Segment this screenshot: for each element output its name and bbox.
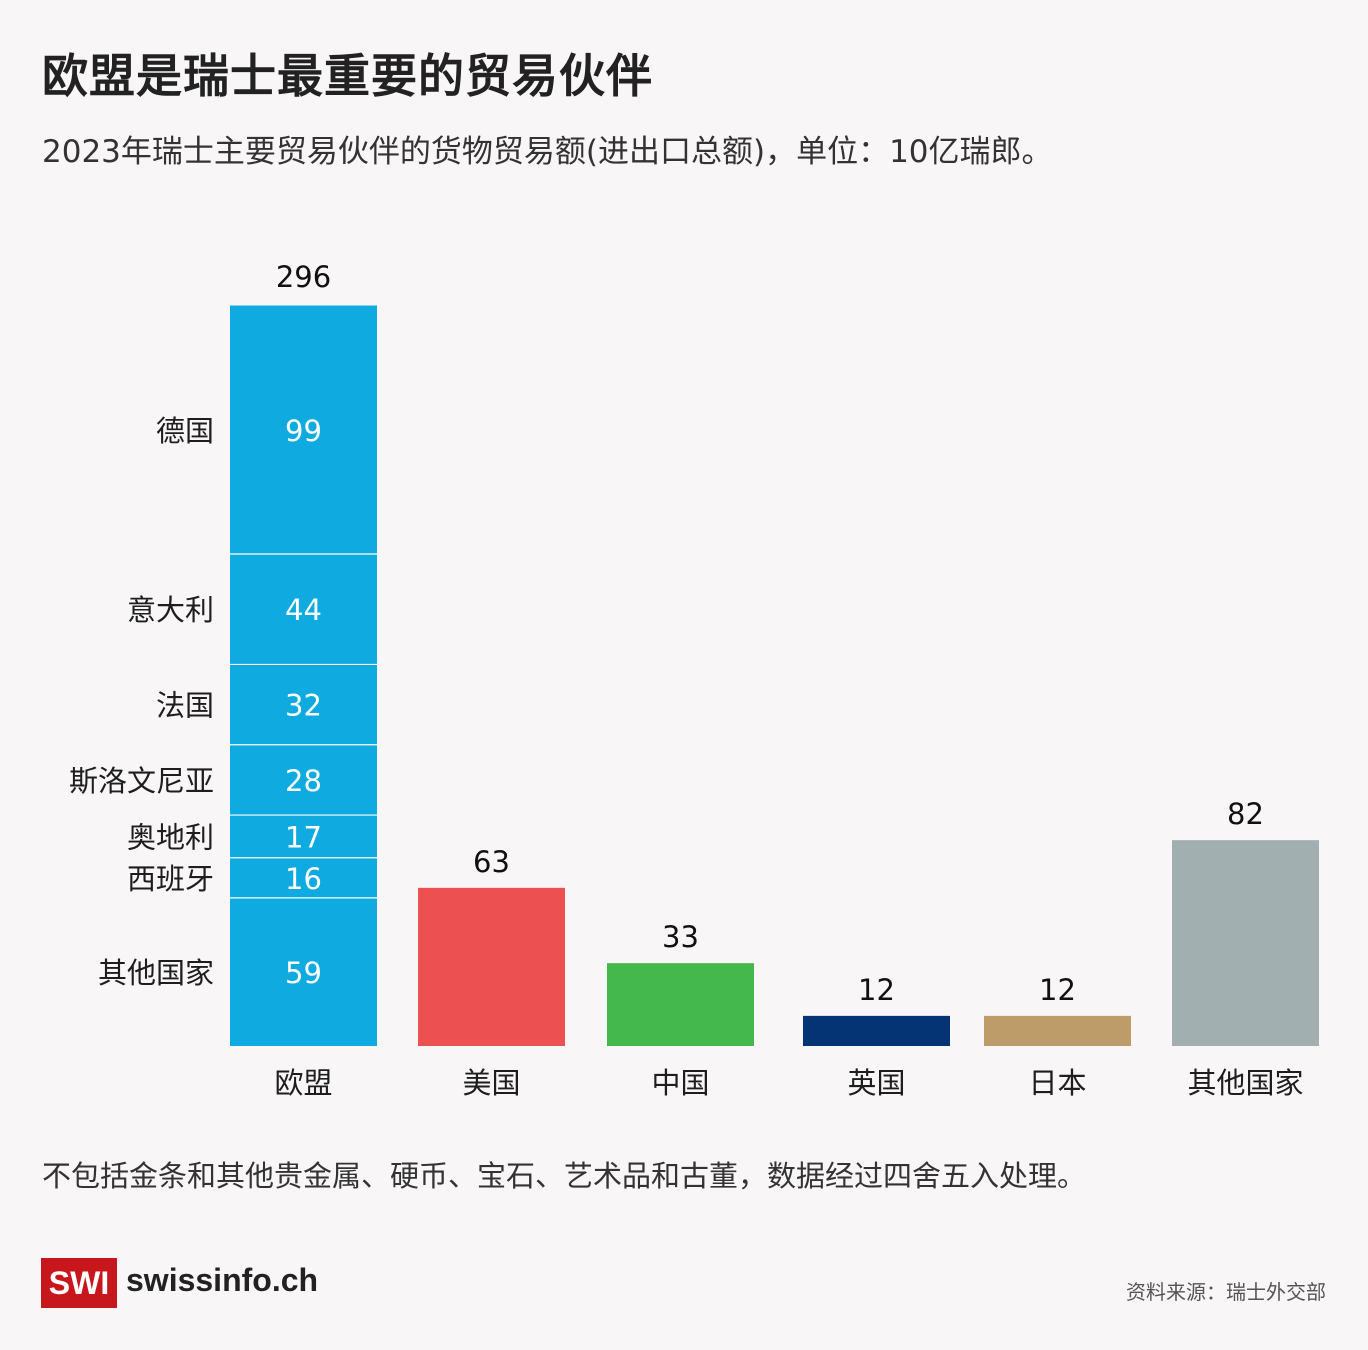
segment-country-label: 其他国家 <box>98 956 214 990</box>
segment-value-label: 16 <box>285 862 322 896</box>
bar <box>803 1015 950 1046</box>
bar-value-label: 12 <box>1039 973 1076 1007</box>
bar-value-label: 82 <box>1227 797 1264 831</box>
bar <box>607 963 754 1046</box>
bar-segment <box>230 897 377 1046</box>
segment-value-label: 99 <box>285 414 322 448</box>
segment-value-label: 17 <box>285 820 322 854</box>
x-tick-label: 其他国家 <box>1187 1066 1303 1100</box>
bar <box>418 887 565 1046</box>
bar-segment <box>230 815 377 858</box>
bar-segment <box>230 744 377 816</box>
bar-value-label: 33 <box>662 920 699 954</box>
segment-value-label: 44 <box>285 593 322 627</box>
x-tick-label: 日本 <box>1028 1066 1086 1100</box>
bar-segment <box>230 664 377 745</box>
segment-value-label: 32 <box>285 689 322 723</box>
x-tick-label: 欧盟 <box>274 1066 332 1100</box>
bar-segment <box>230 554 377 665</box>
segment-value-label: 59 <box>285 956 322 990</box>
segment-country-label: 斯洛文尼亚 <box>69 764 214 798</box>
brand-name: swissinfo.ch <box>126 1262 319 1298</box>
x-tick-label: 美国 <box>462 1066 520 1100</box>
bar-chart: 59 其他国家 16 西班牙 17 奥地利 28 斯洛文尼亚 32 法国 44 意大利 99 德国 296 欧… <box>69 260 1319 1100</box>
bar-segment <box>230 857 377 898</box>
segment-country-label: 西班牙 <box>127 862 214 896</box>
bar-value-label: 296 <box>276 260 331 294</box>
bar <box>984 1015 1131 1046</box>
chart-title: 欧盟是瑞士最重要的贸易伙伴 <box>42 49 653 103</box>
segment-country-label: 意大利 <box>127 593 214 627</box>
segment-value-label: 28 <box>285 764 322 798</box>
segment-country-label: 法国 <box>156 689 214 723</box>
bar-value-label: 63 <box>473 845 510 879</box>
x-tick-label: 英国 <box>847 1066 905 1100</box>
source-note: 资料来源：瑞士外交部 <box>1126 1280 1326 1304</box>
footnote: 不包括金条和其他贵金属、硬币、宝石、艺术品和古董，数据经过四舍五入处理。 <box>42 1159 1087 1193</box>
segment-country-label: 奥地利 <box>127 820 214 854</box>
swi-logo: SWI <box>41 1258 117 1308</box>
x-tick-label: 中国 <box>651 1066 709 1100</box>
bar-segment <box>230 305 377 555</box>
chart-subtitle: 2023年瑞士主要贸易伙伴的货物贸易额(进出口总额)，单位：10亿瑞郎。 <box>42 134 1053 170</box>
segment-country-label: 德国 <box>156 414 214 448</box>
bar-value-label: 12 <box>858 973 895 1007</box>
bar <box>1172 840 1319 1046</box>
